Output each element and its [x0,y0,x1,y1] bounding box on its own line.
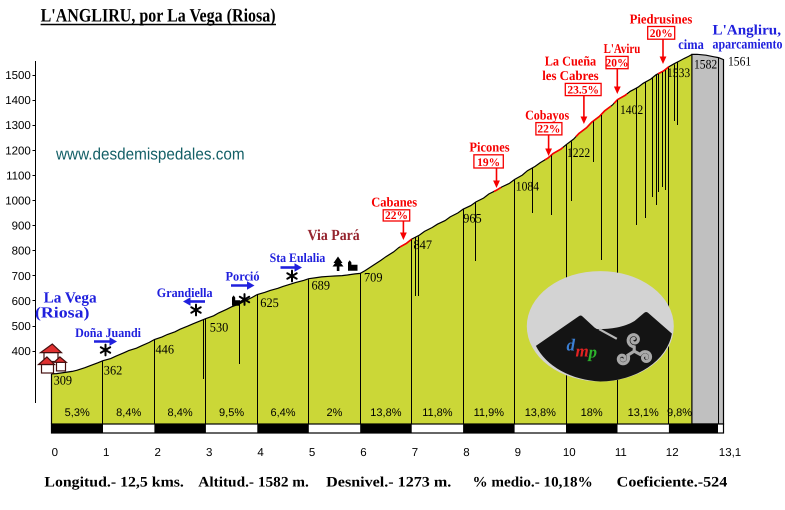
svg-text:20%: 20% [650,28,673,40]
svg-text:6,4%: 6,4% [270,407,295,419]
svg-text:965: 965 [463,210,482,225]
svg-text:13,8%: 13,8% [525,407,556,419]
svg-text:362: 362 [104,363,123,378]
svg-text:aparcamiento: aparcamiento [713,38,783,53]
svg-text:Porció: Porció [226,269,260,284]
svg-text:4: 4 [257,447,264,459]
svg-text:Cobayos: Cobayos [525,108,569,123]
svg-text:1582: 1582 [694,57,717,72]
svg-text:800: 800 [12,246,31,258]
svg-text:11,9%: 11,9% [474,407,505,419]
svg-text:1533: 1533 [667,65,690,80]
svg-text:Picones: Picones [469,140,509,155]
svg-text:La Vega: La Vega [44,290,97,307]
svg-text:Cabanes: Cabanes [371,195,417,210]
svg-text:11,8%: 11,8% [422,407,453,419]
svg-text:7: 7 [412,447,418,459]
svg-text:600: 600 [12,296,31,308]
svg-text:Via Pará: Via Pará [308,227,360,244]
svg-text:625: 625 [260,295,279,310]
svg-text:530: 530 [210,320,229,335]
svg-text:1402: 1402 [620,102,643,117]
svg-text:689: 689 [312,278,331,293]
svg-text:1200: 1200 [5,145,31,157]
svg-text:5,3%: 5,3% [65,407,90,419]
svg-text:Altitud.- 1582 m.: Altitud.- 1582 m. [198,475,309,491]
svg-text:10: 10 [563,447,576,459]
svg-text:22%: 22% [385,210,408,222]
svg-text:0: 0 [52,447,58,459]
svg-text:2: 2 [154,447,160,459]
svg-text:900: 900 [12,221,31,233]
svg-text:d: d [567,336,576,355]
svg-text:19%: 19% [477,157,500,169]
svg-text:13,1: 13,1 [719,447,741,459]
svg-text:L'Angliru,: L'Angliru, [713,23,782,39]
svg-text:cima: cima [678,38,704,53]
svg-text:p: p [587,343,598,362]
svg-text:(Riosa): (Riosa) [35,305,89,322]
svg-text:Coeficiente.-524: Coeficiente.-524 [617,475,728,491]
svg-text:709: 709 [364,270,383,285]
svg-text:1000: 1000 [5,196,31,208]
svg-text:20%: 20% [606,58,629,70]
svg-text:1: 1 [103,447,109,459]
svg-text:400: 400 [12,346,31,358]
svg-text:500: 500 [12,321,31,333]
svg-text:Sta Eulalia: Sta Eulalia [270,250,326,265]
svg-text:700: 700 [12,271,31,283]
svg-text:1500: 1500 [5,70,31,82]
svg-text:5: 5 [309,447,315,459]
svg-text:18%: 18% [581,407,603,419]
svg-text:9: 9 [515,447,521,459]
svg-text:9,8%: 9,8% [667,407,692,419]
svg-text:2%: 2% [327,407,343,419]
svg-text:1222: 1222 [567,145,590,160]
svg-text:% medio.- 10,18%: % medio.- 10,18% [473,475,593,491]
svg-text:Doña Juandi: Doña Juandi [75,325,141,340]
svg-text:8,4%: 8,4% [116,407,141,419]
svg-text:La Cueña: La Cueña [545,54,597,69]
svg-text:309: 309 [54,373,73,388]
svg-text:les Cabres: les Cabres [542,68,599,83]
svg-text:Longitud.- 12,5 kms.: Longitud.- 12,5 kms. [44,475,184,491]
svg-text:L'ANGLIRU, por La Vega (Riosa): L'ANGLIRU, por La Vega (Riosa) [41,6,276,27]
svg-text:1400: 1400 [5,95,31,107]
svg-text:m: m [576,342,589,361]
svg-text:L'Aviru: L'Aviru [604,41,641,56]
svg-text:1300: 1300 [5,120,31,132]
svg-text:9,5%: 9,5% [219,407,244,419]
svg-text:22%: 22% [537,124,560,136]
svg-text:1561: 1561 [728,54,751,69]
svg-text:8,4%: 8,4% [168,407,193,419]
svg-text:8: 8 [463,447,469,459]
svg-text:12: 12 [666,447,679,459]
svg-text:www.desdemispedales.com: www.desdemispedales.com [55,146,245,164]
svg-text:1084: 1084 [516,178,540,193]
svg-text:13,1%: 13,1% [628,407,659,419]
svg-text:446: 446 [156,342,175,357]
svg-text:847: 847 [414,237,433,252]
svg-text:1100: 1100 [6,170,31,182]
svg-text:11: 11 [615,447,627,459]
svg-text:23.5%: 23.5% [567,84,599,96]
svg-text:13,8%: 13,8% [370,407,401,419]
svg-text:6: 6 [360,447,366,459]
svg-text:Piedrusines: Piedrusines [630,12,693,27]
svg-text:Desnivel.- 1273 m.: Desnivel.- 1273 m. [326,475,451,491]
svg-text:3: 3 [206,447,212,459]
svg-text:Grandiella: Grandiella [157,285,213,300]
